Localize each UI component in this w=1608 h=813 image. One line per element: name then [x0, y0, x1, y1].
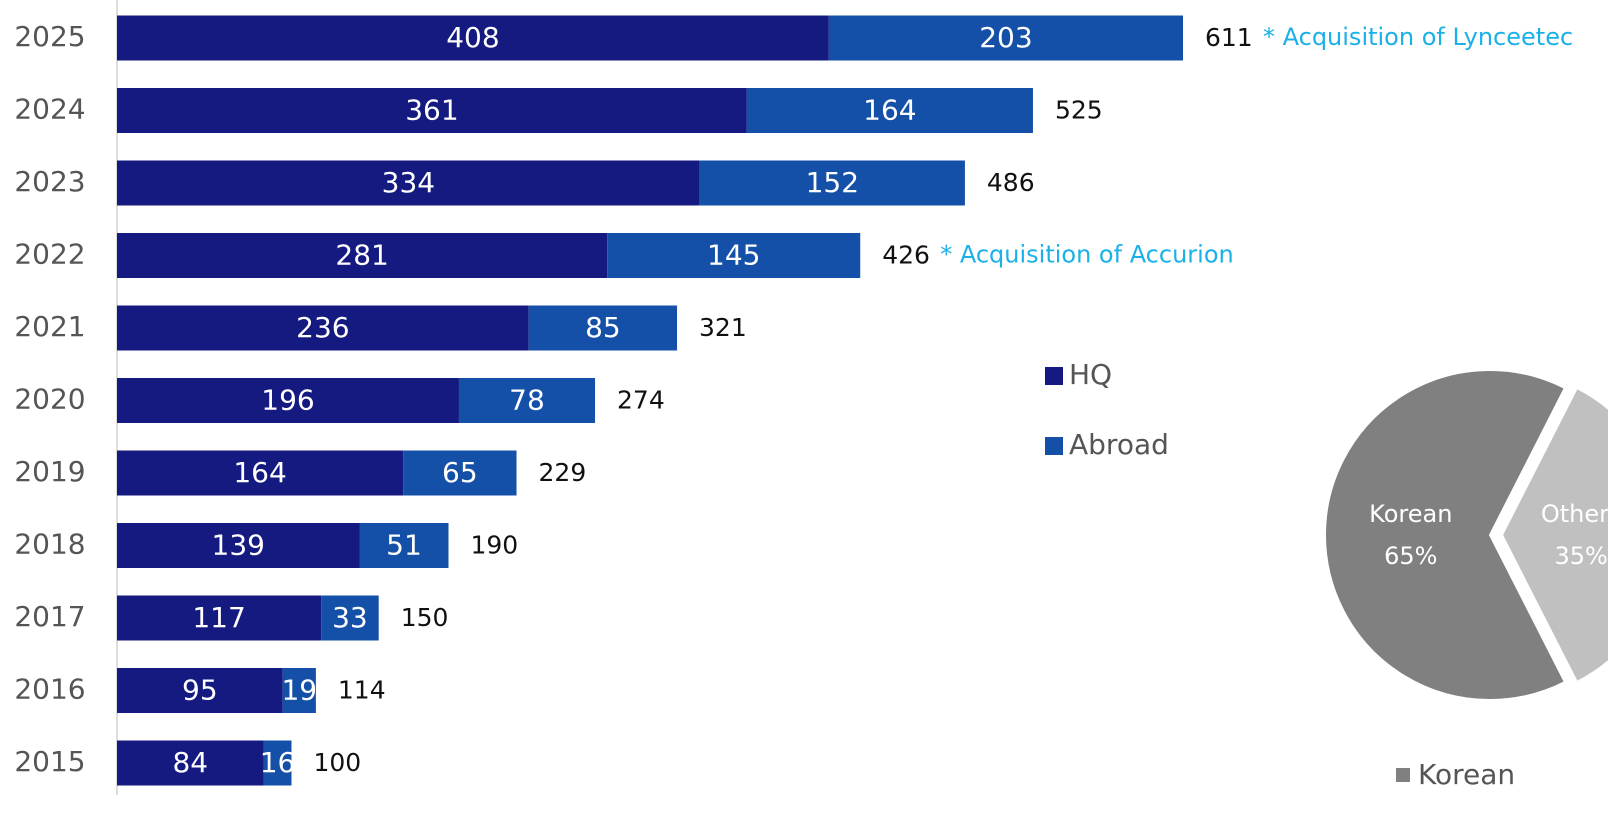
bar-label: 19 — [281, 674, 317, 707]
bar-label: 117 — [192, 601, 245, 634]
bar-label: 33 — [332, 601, 368, 634]
bar-segment — [117, 305, 529, 351]
bar-label: 152 — [806, 166, 859, 199]
bar-segment — [282, 668, 316, 713]
bar-label: 16 — [260, 746, 296, 779]
bar-label: 65 — [442, 456, 478, 489]
bar-label: 145 — [707, 239, 760, 272]
bar-label: 51 — [386, 529, 422, 562]
bar-segment — [321, 595, 379, 641]
bar-segment — [403, 450, 517, 496]
bar-label: 95 — [182, 674, 218, 707]
y-tick-label: 2023 — [14, 165, 85, 198]
bar-segment — [458, 378, 596, 423]
bar-label: 84 — [172, 746, 208, 779]
y-tick-label: 2017 — [14, 600, 85, 633]
bar-segment — [117, 378, 459, 423]
bar-segment — [746, 88, 1033, 133]
total-label: 150 — [401, 603, 449, 632]
bar-segment — [117, 233, 608, 278]
legend-label: Abroad — [1069, 428, 1169, 461]
bar-label: 196 — [261, 384, 314, 417]
bar-segment — [117, 668, 283, 713]
bar-label: 164 — [863, 94, 916, 127]
bar-segment — [117, 523, 360, 568]
legend-swatch — [1045, 367, 1063, 385]
annotation: * Acquisition of Accurion — [940, 241, 1234, 269]
bar-label: 236 — [296, 311, 349, 344]
bar-segment — [117, 595, 322, 641]
bar-label: 281 — [335, 239, 388, 272]
slice-category: Korean — [1369, 500, 1452, 528]
total-label: 525 — [1055, 96, 1103, 125]
y-tick-label: 2021 — [14, 310, 85, 343]
bar-segment — [117, 160, 700, 206]
bar-segment — [699, 160, 965, 206]
total-label: 486 — [987, 168, 1035, 197]
y-tick-label: 2022 — [14, 238, 85, 271]
annotation: * Acquisition of Lynceetec — [1263, 23, 1573, 51]
bar-label: 78 — [509, 384, 545, 417]
total-label: 100 — [313, 748, 361, 777]
total-label: 611 — [1205, 23, 1253, 52]
legend-swatch — [1396, 768, 1410, 782]
bar-segment — [117, 450, 404, 496]
slice-label: 65% — [1384, 542, 1437, 570]
y-tick-label: 2024 — [14, 93, 85, 126]
legend-label: Korean — [1418, 758, 1515, 791]
total-label: 114 — [338, 676, 386, 705]
bar-segment — [359, 523, 449, 568]
total-label: 229 — [539, 458, 587, 487]
legend-label: HQ — [1069, 358, 1112, 391]
bar-label: 164 — [233, 456, 286, 489]
y-tick-label: 2019 — [14, 455, 85, 488]
total-label: 190 — [470, 531, 518, 560]
pie-slice — [1500, 386, 1608, 684]
y-tick-label: 2020 — [14, 383, 85, 416]
pie-slice — [1324, 369, 1567, 701]
bar-segment — [117, 740, 264, 786]
y-tick-label: 2025 — [14, 20, 85, 53]
bar-segment — [607, 233, 861, 278]
bar-segment — [263, 740, 292, 786]
y-tick-label: 2018 — [14, 528, 85, 561]
bar-segment — [528, 305, 678, 351]
legend-swatch — [1045, 437, 1063, 455]
total-label: 274 — [617, 386, 665, 415]
bar-segment — [117, 15, 829, 61]
bar-label: 408 — [446, 21, 499, 54]
bar-label: 334 — [382, 166, 435, 199]
total-label: 321 — [699, 313, 747, 342]
bar-label: 361 — [405, 94, 458, 127]
bar-segment — [117, 88, 747, 133]
y-tick-label: 2015 — [14, 745, 85, 778]
bar-label: 203 — [979, 21, 1032, 54]
bar-segment — [828, 15, 1183, 61]
total-label: 426 — [882, 241, 930, 270]
slice-category: Others — [1541, 500, 1608, 528]
bar-label: 85 — [585, 311, 621, 344]
bar-label: 139 — [212, 529, 265, 562]
slice-label: 35% — [1555, 542, 1608, 570]
y-tick-label: 2016 — [14, 673, 85, 706]
